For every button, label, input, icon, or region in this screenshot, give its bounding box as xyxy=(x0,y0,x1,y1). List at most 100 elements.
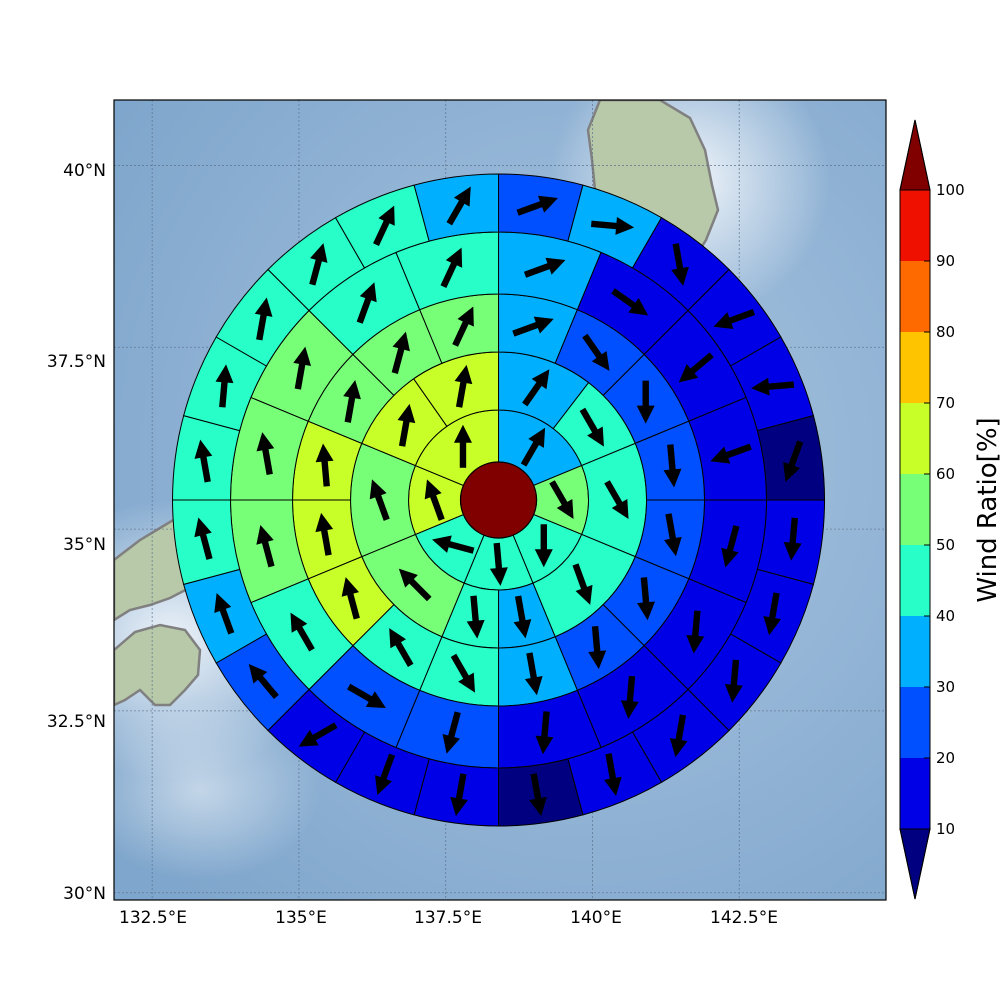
wind-arrow xyxy=(215,364,234,408)
wind-arrow xyxy=(751,377,795,396)
wind-arrow xyxy=(678,352,714,383)
colorbar-over-extension xyxy=(899,119,931,191)
wind-arrow-shaft xyxy=(455,380,467,408)
wind-arrow-shaft xyxy=(582,333,603,360)
colorbar-band xyxy=(900,474,930,545)
wind-arrow-head xyxy=(724,684,743,703)
wind-arrow-head xyxy=(194,439,213,459)
wind-arrow xyxy=(373,205,395,246)
wind-arrow xyxy=(214,592,235,635)
wind-arrow-head xyxy=(489,567,508,586)
wind-arrow-shaft xyxy=(407,577,432,602)
wind-arrow xyxy=(513,595,532,639)
wind-arrow-head xyxy=(637,601,656,621)
wind-arrow xyxy=(391,331,410,374)
wind-arrow-head xyxy=(369,479,387,500)
wind-arrow xyxy=(248,663,279,699)
wind-arrow-head xyxy=(432,535,452,553)
wind-arrow-head xyxy=(783,541,802,561)
wind-arrow-shaft xyxy=(640,577,650,605)
map-frame xyxy=(113,99,887,901)
wind-arrow-head xyxy=(248,663,268,684)
wind-arrow-shaft xyxy=(768,592,780,621)
wind-arrow-shaft xyxy=(440,260,458,288)
wind-arrow-shaft xyxy=(199,454,211,483)
wind-arrow xyxy=(309,243,328,286)
wind-arrow-shaft xyxy=(256,674,279,699)
colorbar-tick-label: 20 xyxy=(936,749,955,767)
wind-arrow-shaft xyxy=(526,652,538,681)
wind-arrow-head xyxy=(254,297,273,317)
wind-arrow-head xyxy=(531,369,550,390)
lat-tick-32-5: 32.5°N xyxy=(47,712,106,732)
wind-arrow-shaft xyxy=(590,220,619,230)
wind-arrow xyxy=(590,216,635,235)
wind-arrow-shaft xyxy=(294,361,306,390)
wind-arrow-head xyxy=(524,675,543,696)
wind-arrow xyxy=(432,535,475,554)
wind-arrow-head xyxy=(256,524,274,545)
wind-arrow-head xyxy=(663,536,682,557)
wind-arrow xyxy=(535,711,554,755)
lon-tick-140: 140°E xyxy=(570,908,622,928)
wind-arrow-head xyxy=(293,346,312,366)
wind-arrow-head xyxy=(315,512,334,533)
center-disc xyxy=(459,461,538,539)
wind-arrow-head xyxy=(457,306,474,327)
wind-arrow-head xyxy=(529,796,547,817)
wind-arrow-head xyxy=(669,738,688,758)
wind-arrow-head xyxy=(710,446,731,464)
lon-tick-135: 135°E xyxy=(275,908,327,928)
wind-arrow-head xyxy=(636,405,655,424)
wind-arrow-head xyxy=(513,619,532,639)
wind-arrow-shaft xyxy=(516,200,545,216)
wind-arrow xyxy=(671,243,689,287)
wind-arrow-shaft xyxy=(727,309,755,325)
wind-arrow xyxy=(520,427,546,467)
wind-arrow xyxy=(347,683,386,709)
wind-arrow xyxy=(724,659,743,703)
wind-arrow-shaft xyxy=(199,532,213,560)
wind-arrow-shaft xyxy=(766,381,795,391)
wind-arrow xyxy=(453,424,472,468)
wind-arrow xyxy=(524,652,543,696)
wind-arrow xyxy=(710,443,752,464)
colorbar-tick-labels: 10 20 30 40 50 60 70 80 90 100 xyxy=(924,181,965,838)
wind-arrow-shaft xyxy=(374,493,390,521)
wind-arrow-head xyxy=(453,424,472,443)
wind-arrow xyxy=(298,722,338,747)
wind-arrow-head xyxy=(445,247,463,268)
wind-arrow xyxy=(256,524,275,568)
wind-arrow-head xyxy=(466,619,485,639)
wind-arrow-head xyxy=(392,331,410,352)
wind-arrow xyxy=(572,563,593,605)
wind-arrow-head xyxy=(575,584,593,605)
wind-arrow-shaft xyxy=(688,352,714,375)
wind-arrow-shaft xyxy=(730,659,740,688)
wind-arrow xyxy=(450,773,468,817)
colorbar-tick-label: 90 xyxy=(936,252,955,270)
wind-arrow-shaft xyxy=(604,480,624,507)
colorbar-band xyxy=(900,616,930,687)
wind-arrow-head xyxy=(215,364,234,384)
colorbar-tick-label: 70 xyxy=(936,394,955,412)
wind-arrow xyxy=(256,432,275,476)
wind-arrow xyxy=(452,306,474,347)
wind-arrow-head xyxy=(535,735,554,755)
wind-arrow xyxy=(375,753,396,796)
wind-arrow-head xyxy=(615,216,635,235)
wind-arrow-head xyxy=(256,432,275,452)
wind-arrow-head xyxy=(751,377,770,396)
colorbar-tick-label: 100 xyxy=(936,181,965,199)
wind-arrow xyxy=(466,595,485,639)
wind-arrow-shaft xyxy=(540,524,547,552)
wind-arrow-shaft xyxy=(665,513,677,541)
wind-arrow-head xyxy=(378,205,395,226)
wind-arrow-head xyxy=(713,312,734,330)
lon-tick-137-5: 137.5°E xyxy=(414,908,482,928)
wind-arrow-shaft xyxy=(219,380,228,408)
colorbar-band xyxy=(900,687,930,758)
wind-arrow-head xyxy=(721,547,739,568)
wind-arrow xyxy=(446,186,471,226)
